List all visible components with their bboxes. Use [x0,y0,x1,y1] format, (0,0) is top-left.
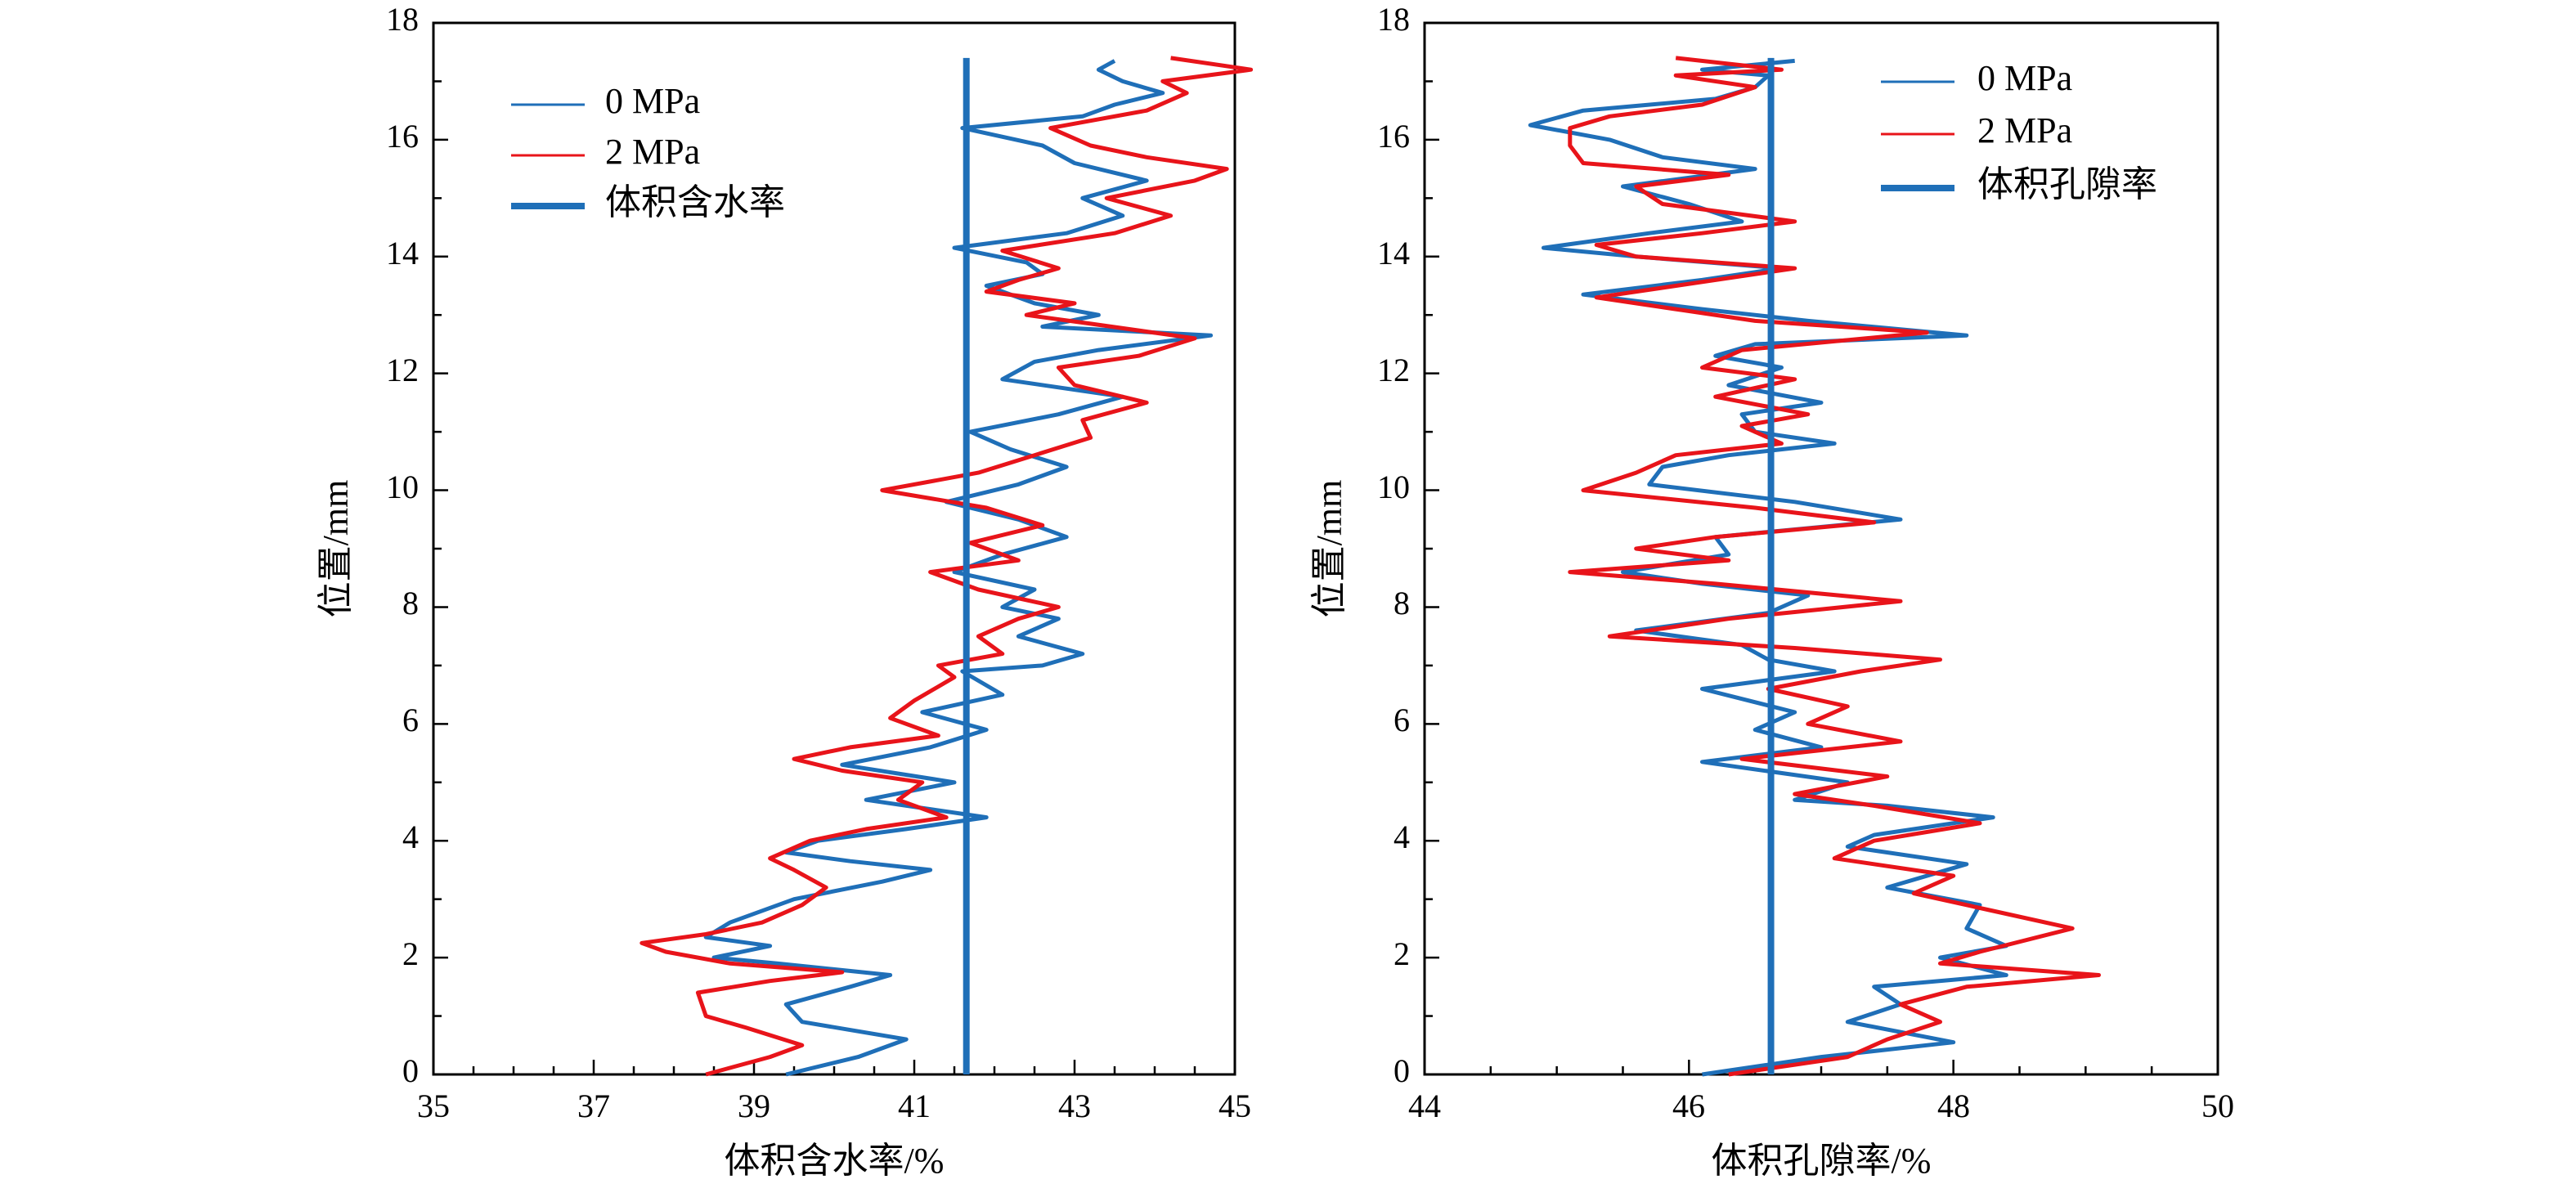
x-tick-label: 44 [1408,1088,1441,1124]
x-axis-title: 体积孔隙率/% [1712,1141,1932,1181]
legend-label: 体积孔隙率 [1977,164,2157,204]
y-tick-label: 14 [386,235,419,271]
x-tick-label: 39 [738,1088,770,1124]
x-tick-label: 37 [577,1088,610,1124]
x-tick-label: 43 [1058,1088,1091,1124]
x-tick-label: 50 [2201,1088,2234,1124]
y-tick-label: 6 [402,702,419,738]
series-layer [640,56,1254,1077]
y-tick-label: 4 [1393,819,1410,855]
y-tick-label: 10 [1377,469,1410,505]
porosity-chart: 0 2 4 6 8 10 12 14 16 18 44 46 48 50 体积孔… [1309,1,2234,1181]
x-tick-labels: 44 46 48 50 [1408,1088,2234,1124]
x-tick-labels: 35 37 39 41 43 45 [417,1088,1251,1124]
x-tick-label: 35 [417,1088,450,1124]
axis-ticks [432,21,1236,1076]
y-tick-label: 16 [386,118,419,155]
x-tick-label: 45 [1218,1088,1251,1124]
y-tick-label: 12 [386,352,419,388]
x-tick-label: 41 [898,1088,931,1124]
x-tick-label: 48 [1937,1088,1970,1124]
series-layer [1528,56,2101,1077]
legend-label: 0 MPa [1977,58,2072,98]
legend-label: 0 MPa [605,81,700,121]
y-tick-label: 12 [1377,352,1410,388]
legend-label: 2 MPa [605,132,700,172]
y-axis-title: 位置/mm [1309,480,1349,618]
y-tick-label: 14 [1377,235,1410,271]
y-tick-label: 2 [1393,935,1410,972]
y-tick-label: 16 [1377,118,1410,155]
y-tick-label: 6 [1393,702,1410,738]
series-line-0-mpa [703,59,1214,1077]
legend: 0 MPa 2 MPa 体积孔隙率 [1881,58,2157,204]
legend-label: 2 MPa [1977,110,2072,150]
y-tick-label: 18 [386,1,419,38]
legend: 0 MPa 2 MPa 体积含水率 [511,81,785,222]
legend-label: 体积含水率 [605,182,785,222]
axis-ticks [1423,21,2219,1076]
y-tick-label: 10 [386,469,419,505]
y-tick-label: 4 [402,819,419,855]
y-tick-label: 0 [1393,1052,1410,1089]
x-tick-label: 46 [1672,1088,1705,1124]
y-tick-labels: 0 2 4 6 8 10 12 14 16 18 [386,1,419,1089]
y-tick-label: 8 [402,585,419,621]
y-axis-title: 位置/mm [316,480,356,618]
y-tick-label: 8 [1393,585,1410,621]
y-tick-label: 2 [402,935,419,972]
water-content-chart: 0 2 4 6 8 10 12 14 16 18 35 37 39 41 43 … [316,1,1254,1181]
y-tick-label: 0 [402,1052,419,1089]
series-line-2-mpa [640,56,1254,1077]
plot-frame [432,21,1236,1076]
series-line-2-mpa [1568,56,2101,1077]
y-tick-labels: 0 2 4 6 8 10 12 14 16 18 [1377,1,1410,1089]
y-tick-label: 18 [1377,1,1410,38]
x-axis-title: 体积含水率/% [725,1141,945,1181]
